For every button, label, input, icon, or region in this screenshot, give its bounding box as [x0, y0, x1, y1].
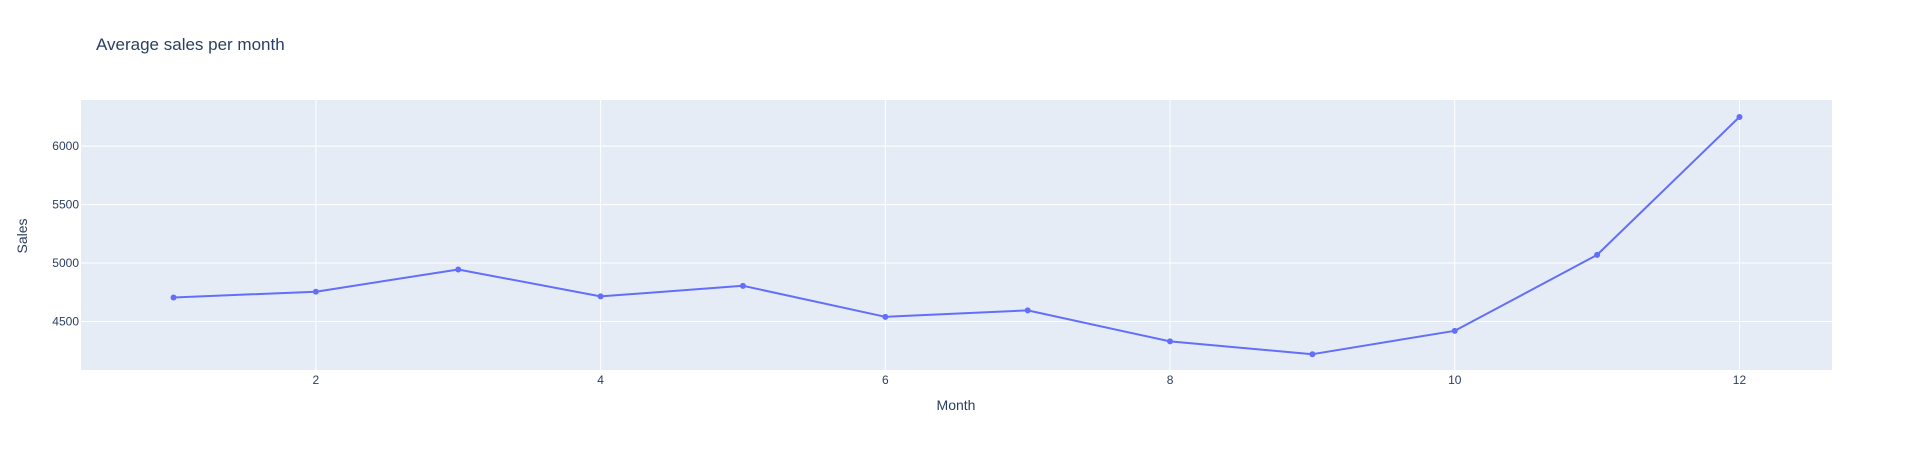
x-gridlines: [315, 100, 1740, 370]
y-tick-labels: 4500 5000 5500 6000: [52, 139, 79, 328]
data-point[interactable]: [882, 313, 889, 320]
data-point[interactable]: [1451, 327, 1458, 334]
y-tick-label: 5000: [52, 256, 79, 270]
data-point[interactable]: [170, 294, 177, 301]
x-tick-label: 4: [597, 373, 604, 387]
x-tick-label: 8: [1167, 373, 1174, 387]
x-tick-label: 12: [1733, 373, 1747, 387]
plot-area: [81, 100, 1832, 370]
y-axis-title: Sales: [14, 218, 30, 253]
data-point[interactable]: [455, 266, 462, 273]
y-tick-label: 4500: [52, 314, 79, 328]
data-point[interactable]: [1309, 351, 1316, 358]
x-tick-labels: 2 4 6 8 10 12: [313, 373, 1747, 387]
x-tick-label: 2: [313, 373, 320, 387]
y-tick-label: 5500: [52, 198, 79, 212]
x-tick-label: 6: [882, 373, 889, 387]
x-axis-title: Month: [937, 397, 976, 413]
data-point[interactable]: [1024, 307, 1031, 314]
y-tick-label: 6000: [52, 139, 79, 153]
chart-title: Average sales per month: [96, 35, 285, 54]
data-point[interactable]: [597, 293, 604, 300]
data-point[interactable]: [1594, 251, 1601, 258]
y-gridlines: [81, 145, 1832, 322]
data-point[interactable]: [312, 288, 319, 295]
data-point[interactable]: [739, 282, 746, 289]
series-line: [173, 116, 1741, 356]
series-layer: [170, 113, 1743, 358]
data-point[interactable]: [1736, 113, 1743, 120]
data-point[interactable]: [1167, 338, 1174, 345]
x-tick-label: 10: [1448, 373, 1462, 387]
